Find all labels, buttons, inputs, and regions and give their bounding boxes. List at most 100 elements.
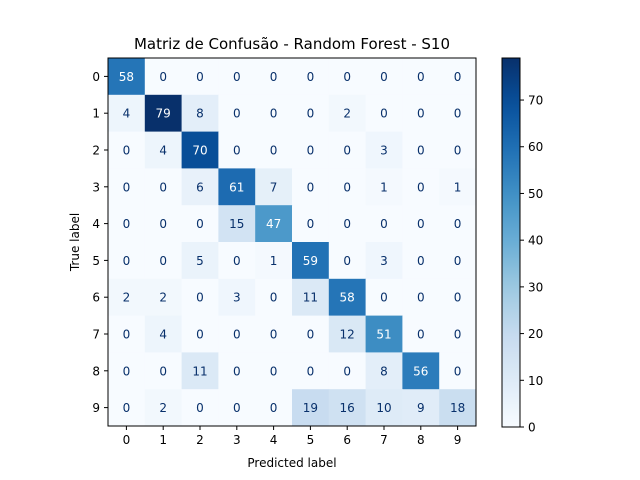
heatmap-cell	[328, 131, 367, 169]
y-tick-label: 3	[92, 180, 100, 194]
y-tick-label: 1	[92, 107, 100, 121]
cell-value-label: 0	[343, 254, 351, 268]
heatmap-frame	[107, 57, 477, 427]
heatmap-cell	[402, 168, 440, 206]
heatmap-cell	[144, 94, 183, 133]
y-tick-label: 6	[92, 291, 100, 305]
heatmap-cell	[439, 352, 477, 390]
heatmap-cell	[292, 352, 330, 390]
heatmap-cell	[181, 278, 219, 317]
heatmap-cell	[365, 58, 403, 96]
cell-value-label: 5	[196, 254, 204, 268]
cell-value-label: 4	[159, 328, 167, 342]
heatmap-cell	[328, 205, 367, 243]
cell-value-label: 3	[233, 291, 241, 305]
y-tick-label: 5	[92, 254, 100, 268]
heatmap-cell	[181, 315, 219, 353]
heatmap-cell	[255, 168, 293, 206]
heatmap-cell	[255, 58, 293, 96]
x-axis-label: Predicted label	[247, 456, 336, 470]
heatmap-cell	[402, 352, 440, 390]
heatmap-cell	[181, 352, 219, 390]
cell-value-label: 0	[454, 364, 462, 378]
heatmap-cell	[439, 389, 477, 427]
heatmap-cell	[108, 315, 146, 353]
heatmap-cell	[218, 94, 256, 133]
heatmap-cell	[255, 352, 293, 390]
cell-value-label: 0	[417, 217, 425, 231]
cell-value-label: 0	[159, 254, 167, 268]
cell-value-label: 0	[454, 328, 462, 342]
cell-value-label: 0	[307, 328, 315, 342]
cell-value-label: 0	[417, 107, 425, 121]
cell-value-label: 0	[380, 291, 388, 305]
cell-value-label: 1	[380, 180, 388, 194]
cell-value-label: 0	[343, 364, 351, 378]
heatmap-cell	[439, 315, 477, 353]
y-axis-ticks: 0 1 2 3 4 5 6 7 8 9	[92, 70, 108, 415]
cell-value-label: 0	[233, 328, 241, 342]
heatmap-cell	[365, 94, 403, 133]
heatmap-cell	[218, 352, 256, 390]
cell-value-label: 0	[159, 364, 167, 378]
heatmap-cell	[181, 94, 219, 133]
heatmap-cell	[292, 205, 330, 243]
heatmap-cell	[439, 278, 477, 317]
cell-value-label: 0	[270, 364, 278, 378]
colorbar-tick-label: 0	[528, 421, 536, 435]
cell-value-label: 0	[417, 144, 425, 158]
cell-value-label: 0	[307, 70, 315, 84]
heatmap-cell	[218, 242, 256, 280]
cell-value-label: 0	[307, 217, 315, 231]
cell-value-label: 51	[376, 328, 391, 342]
cell-value-label: 0	[307, 180, 315, 194]
cell-value-label: 56	[413, 364, 428, 378]
y-axis-label: True label	[68, 213, 82, 272]
heatmap-cell	[108, 131, 146, 169]
heatmap-cell	[108, 389, 146, 427]
cell-value-label: 9	[417, 401, 425, 415]
heatmap-cell	[402, 389, 440, 427]
heatmap-cell	[144, 131, 183, 169]
colorbar-tick-label: 30	[528, 280, 543, 294]
cell-value-label: 2	[159, 291, 167, 305]
cell-value-label: 1	[270, 254, 278, 268]
heatmap-cell	[218, 389, 256, 427]
cell-value-label: 0	[343, 70, 351, 84]
heatmap-cell	[255, 94, 293, 133]
heatmap-cell-labels: 58 0 0 0 0 0 0 0 0 04 79 8 0 0 0 2 0 0 00 4 70 0 0 0 0 3 0 00 0 6 61 7 0…	[119, 70, 465, 415]
cell-value-label: 0	[454, 107, 462, 121]
cell-value-label: 59	[303, 254, 318, 268]
cell-value-label: 61	[229, 180, 244, 194]
heatmap-cell	[108, 94, 146, 133]
cell-value-label: 0	[123, 364, 131, 378]
cell-value-label: 0	[417, 254, 425, 268]
heatmap-cell	[255, 315, 293, 353]
cell-value-label: 0	[159, 180, 167, 194]
cell-value-label: 79	[156, 107, 171, 121]
cell-value-label: 0	[343, 180, 351, 194]
cell-value-label: 0	[196, 217, 204, 231]
chart-title: Matriz de Confusão - Random Forest - S10	[134, 35, 450, 53]
cell-value-label: 11	[303, 291, 318, 305]
heatmap-cell	[108, 278, 146, 317]
cell-value-label: 70	[192, 144, 207, 158]
heatmap-cell	[328, 58, 367, 96]
cell-value-label: 0	[380, 70, 388, 84]
heatmap-cell	[144, 352, 183, 390]
heatmap-cell	[365, 242, 403, 280]
heatmap-cell	[365, 278, 403, 317]
cell-value-label: 4	[159, 144, 167, 158]
cell-value-label: 0	[454, 144, 462, 158]
cell-value-label: 0	[454, 217, 462, 231]
x-tick-label: 9	[454, 433, 462, 447]
heatmap-cell	[328, 352, 367, 390]
cell-value-label: 19	[303, 401, 318, 415]
cell-value-label: 2	[343, 107, 351, 121]
cell-value-label: 0	[417, 291, 425, 305]
cell-value-label: 0	[196, 328, 204, 342]
y-tick-label: 4	[92, 217, 100, 231]
heatmap-cell	[181, 389, 219, 427]
cell-value-label: 1	[454, 180, 462, 194]
heatmap-cell	[365, 352, 403, 390]
